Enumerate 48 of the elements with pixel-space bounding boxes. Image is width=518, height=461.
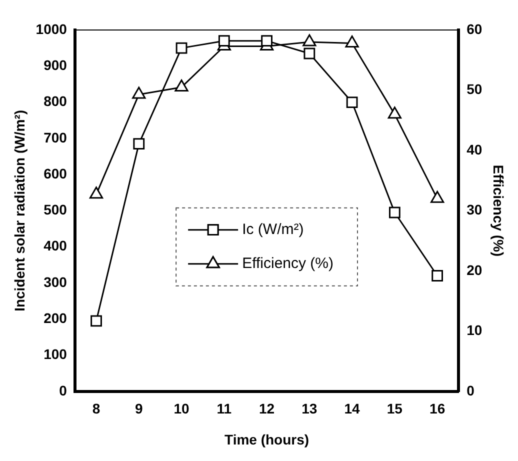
y2-tick-label: 40 (466, 141, 482, 158)
y-tick-label: 800 (44, 93, 68, 110)
y-axis-title: Incident solar radiation (W/m²) (11, 110, 28, 312)
x-tick-label: 8 (92, 400, 100, 417)
y-tick-label: 900 (44, 57, 68, 73)
legend-label: Efficiency (%) (242, 254, 334, 272)
point (132, 86, 146, 99)
point (174, 79, 188, 92)
x-tick-label: 14 (344, 400, 360, 417)
y2-tick-label: 10 (466, 322, 482, 338)
y-tick-label: 500 (44, 202, 68, 218)
point (430, 190, 444, 203)
x-tick-label: 16 (430, 400, 446, 417)
point (261, 35, 272, 47)
y-tick-label: 200 (44, 310, 68, 326)
point (432, 270, 444, 282)
x-tick-label: 10 (174, 400, 190, 417)
x-axis-title: Time (hours) (224, 431, 310, 448)
legend-label: Ic (W/m²) (242, 220, 304, 238)
x-tick-label: 11 (216, 400, 232, 417)
y-tick-label: 700 (44, 129, 68, 146)
point (345, 36, 359, 48)
x-tick-label: 13 (302, 400, 318, 417)
y2-tick-label: 60 (466, 20, 482, 37)
y-tick-label: 400 (44, 238, 68, 254)
x-tick-label: 12 (258, 400, 275, 417)
point (346, 96, 358, 108)
point (304, 48, 316, 60)
y2-tick-label: 0 (466, 382, 475, 398)
y-tick-label: 0 (59, 382, 68, 398)
y-tick-label: 600 (44, 165, 68, 182)
x-tick-label: 15 (386, 400, 403, 417)
point (302, 34, 316, 46)
point (133, 138, 145, 150)
point (388, 206, 400, 218)
x-tick-label: 9 (134, 400, 143, 417)
point (388, 106, 402, 119)
y2-tick-label: 50 (466, 81, 482, 98)
y2-axis-title: Efficiency (%) (490, 164, 507, 257)
point (176, 42, 188, 54)
y-tick-label: 1000 (36, 20, 68, 37)
y-tick-label: 300 (44, 274, 68, 290)
point (90, 315, 102, 327)
y-tick-label: 100 (44, 346, 68, 362)
point (89, 186, 104, 199)
point (218, 35, 230, 47)
y2-tick-label: 20 (466, 262, 482, 278)
y2-tick-label: 30 (466, 202, 482, 218)
